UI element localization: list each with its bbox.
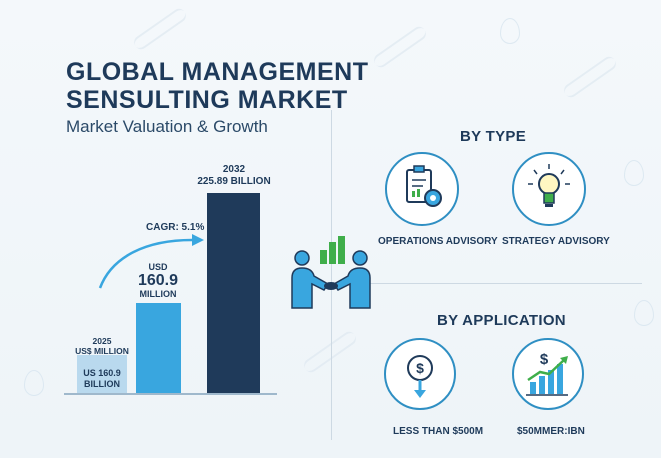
title-line-1: GLOBAL MANAGEMENT — [66, 58, 369, 86]
by-type-heading: BY TYPE — [460, 128, 527, 145]
less-than-500m-label: LESS THAN $500M — [393, 426, 484, 437]
bar-2032-label: 2032 225.89 BILLION — [190, 164, 278, 188]
bar-2032-value: 225.89 BILLION — [197, 176, 271, 187]
lightbulb-icon — [528, 164, 570, 207]
title-line-2: SENSULTING MARKET — [66, 86, 348, 114]
bar-usd-value: 160.9 — [137, 272, 179, 289]
bar-2025 — [77, 355, 127, 393]
bar-usd-currency: USD — [148, 262, 168, 272]
svg-text:$: $ — [540, 351, 549, 368]
handshake-people-icon — [291, 236, 371, 309]
bar-2025-year: 2025 — [92, 336, 112, 346]
background-wave-decoration — [131, 6, 189, 52]
background-wave-decoration — [561, 54, 619, 100]
vertical-divider — [331, 110, 332, 440]
background-wave-decoration — [371, 24, 429, 70]
bar-usd — [136, 303, 181, 393]
bar-2032-year: 2032 — [222, 164, 246, 175]
horizontal-divider — [347, 283, 642, 284]
bar-2025-inner-unit: BILLION — [84, 379, 120, 389]
background-wave-decoration — [301, 329, 359, 375]
bar-2025-unit: US$ MILLION — [75, 346, 129, 356]
chart-baseline — [64, 393, 277, 395]
dollar-growth-label: $50MMER:IBN — [517, 426, 585, 437]
operations-advisory-circle — [385, 152, 459, 226]
growth-arrow-icon — [98, 234, 204, 289]
bar-usd-unit: MILLION — [139, 289, 177, 299]
bar-2032 — [207, 193, 260, 393]
strategy-advisory-label: STRATEGY ADVISORY — [502, 236, 610, 247]
background-drop-icon — [500, 18, 520, 44]
bar-usd-label: USD 160.9 MILLION — [128, 262, 188, 299]
strategy-advisory-circle — [512, 152, 586, 226]
bar-2025-inner-value: US 160.9 — [83, 368, 121, 378]
bar-2025-inner-label: US 160.9 BILLION — [77, 368, 127, 390]
bar-2025-label: 2025 US$ MILLION — [72, 336, 132, 356]
page-title: GLOBAL MANAGEMENT SENSULTING MARKET — [66, 58, 368, 114]
clipboard-gear-icon — [406, 165, 442, 207]
page-subtitle: Market Valuation & Growth — [66, 117, 268, 136]
by-application-heading: BY APPLICATION — [437, 312, 566, 329]
cagr-label: CAGR: 5.1% — [146, 222, 205, 233]
dollar-down-icon: $ — [407, 355, 433, 398]
dollar-growth-chart-icon: $ — [526, 351, 568, 396]
svg-text:$: $ — [416, 360, 424, 376]
less-than-500m-circle: $ — [384, 338, 456, 410]
operations-advisory-label: OPERATIONS ADVISORY — [378, 236, 498, 247]
background-drop-icon — [634, 300, 654, 326]
background-drop-icon — [24, 370, 44, 396]
dollar-growth-circle: $ — [512, 338, 584, 410]
background-drop-icon — [624, 160, 644, 186]
